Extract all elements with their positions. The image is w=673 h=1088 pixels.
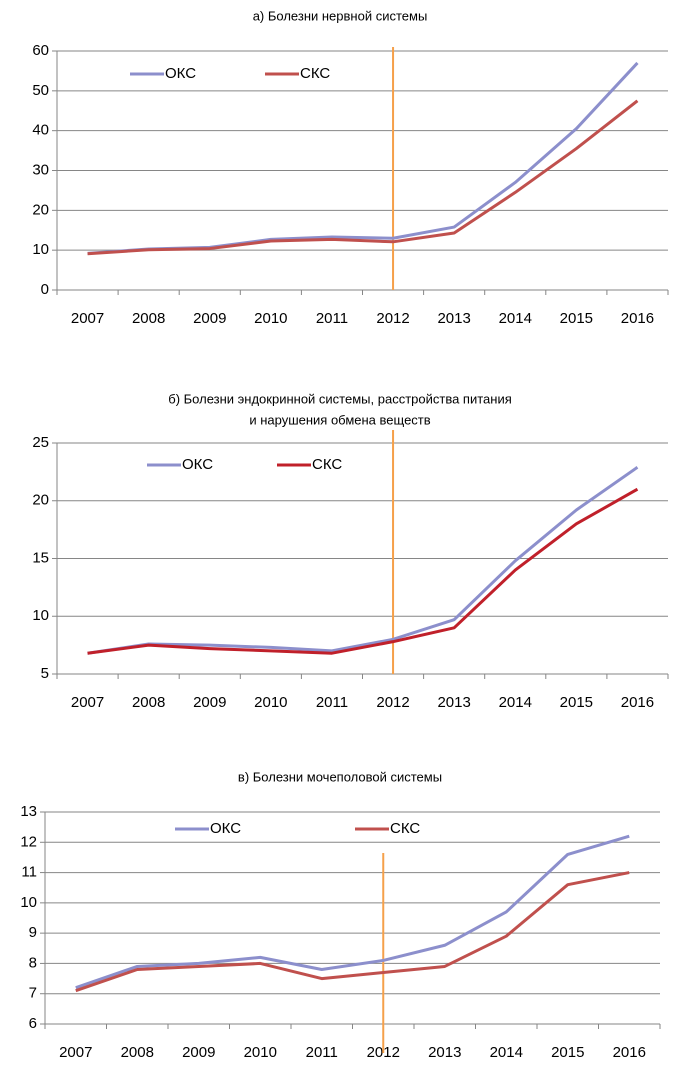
x-tick-label: 2016 xyxy=(621,694,654,711)
y-tick-label: 50 xyxy=(32,82,49,99)
series-line xyxy=(87,99,639,256)
legend-label: СКС xyxy=(312,456,342,473)
x-tick-label: 2012 xyxy=(376,694,409,711)
x-tick-label: 2010 xyxy=(254,310,287,327)
y-tick-label: 5 xyxy=(41,665,49,682)
y-tick-label: 10 xyxy=(32,607,49,624)
y-tick-label: 0 xyxy=(41,281,49,298)
x-tick-label: 2013 xyxy=(428,1044,461,1061)
x-tick-label: 2010 xyxy=(244,1044,277,1061)
x-tick-label: 2015 xyxy=(551,1044,584,1061)
chart-title: б) Болезни эндокринной системы, расстрой… xyxy=(168,391,512,406)
legend-label: ОКС xyxy=(165,65,196,82)
y-tick-label: 7 xyxy=(29,985,37,1002)
x-tick-label: 2014 xyxy=(499,694,532,711)
legend-label: СКС xyxy=(390,820,420,837)
x-tick-label: 2011 xyxy=(316,694,348,711)
y-tick-label: 60 xyxy=(32,42,49,59)
series-line xyxy=(75,834,630,990)
x-tick-label: 2011 xyxy=(306,1044,338,1061)
y-tick-label: 13 xyxy=(20,803,37,820)
x-tick-label: 2008 xyxy=(132,310,165,327)
y-tick-label: 40 xyxy=(32,122,49,139)
x-tick-label: 2014 xyxy=(490,1044,523,1061)
y-tick-label: 10 xyxy=(32,241,49,258)
chart-title: а) Болезни нервной системы xyxy=(253,8,428,23)
y-tick-label: 10 xyxy=(20,894,37,911)
y-tick-label: 8 xyxy=(29,954,37,971)
legend-label: ОКС xyxy=(182,456,213,473)
x-tick-label: 2007 xyxy=(71,694,104,711)
x-tick-label: 2013 xyxy=(437,694,470,711)
y-tick-label: 20 xyxy=(32,201,49,218)
series-line xyxy=(75,871,630,993)
x-tick-label: 2007 xyxy=(71,310,104,327)
x-tick-label: 2015 xyxy=(560,310,593,327)
series-line xyxy=(87,487,639,655)
chart-title: в) Болезни мочеполовой системы xyxy=(238,769,442,784)
y-tick-label: 9 xyxy=(29,924,37,941)
x-tick-label: 2015 xyxy=(560,694,593,711)
series-line xyxy=(87,466,639,655)
x-tick-label: 2010 xyxy=(254,694,287,711)
x-tick-label: 2007 xyxy=(59,1044,92,1061)
chart-title: и нарушения обмена веществ xyxy=(249,412,430,427)
y-tick-label: 11 xyxy=(21,864,37,881)
x-tick-label: 2008 xyxy=(121,1044,154,1061)
y-tick-label: 6 xyxy=(29,1015,37,1032)
y-tick-label: 20 xyxy=(32,492,49,509)
y-tick-label: 30 xyxy=(32,161,49,178)
x-tick-label: 2011 xyxy=(316,310,348,327)
y-tick-label: 12 xyxy=(20,833,37,850)
x-tick-label: 2016 xyxy=(613,1044,646,1061)
x-tick-label: 2008 xyxy=(132,694,165,711)
x-tick-label: 2013 xyxy=(437,310,470,327)
x-tick-label: 2009 xyxy=(182,1044,215,1061)
y-tick-label: 15 xyxy=(32,549,49,566)
x-tick-label: 2009 xyxy=(193,310,226,327)
x-tick-label: 2012 xyxy=(376,310,409,327)
x-tick-label: 2016 xyxy=(621,310,654,327)
x-tick-label: 2009 xyxy=(193,694,226,711)
y-tick-label: 25 xyxy=(32,434,49,451)
legend-label: СКС xyxy=(300,65,330,82)
legend-label: ОКС xyxy=(210,820,241,837)
series-line xyxy=(87,61,639,255)
x-tick-label: 2014 xyxy=(499,310,532,327)
